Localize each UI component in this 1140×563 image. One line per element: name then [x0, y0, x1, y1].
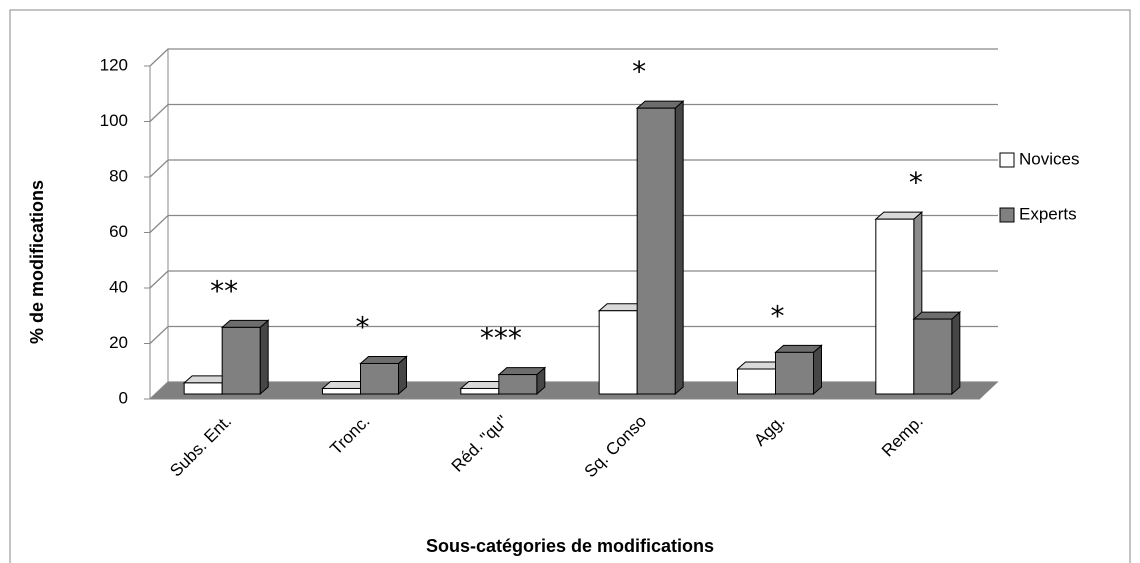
y-tick-label: 120: [100, 55, 128, 74]
bar: [220, 319, 270, 396]
annotation: *: [356, 310, 370, 343]
bar-face: [875, 218, 915, 395]
annotation: **: [210, 274, 238, 307]
y-tick-label: 40: [109, 277, 128, 296]
bar: [359, 355, 408, 396]
bar: [497, 366, 547, 396]
bar-face: [636, 107, 676, 395]
legend-swatch: [999, 152, 1015, 168]
bar-face: [874, 211, 924, 220]
floor: [150, 382, 998, 399]
y-tick-label: 60: [109, 222, 128, 241]
bar-face: [951, 310, 961, 396]
y-tick-label: 20: [109, 333, 128, 352]
bar-face: [774, 344, 823, 353]
bar-face: [359, 355, 408, 364]
chart-border: [9, 9, 1131, 563]
bar-face: [775, 351, 814, 395]
bar: [912, 310, 962, 396]
bar-face: [913, 318, 953, 395]
bar-face: [497, 367, 547, 376]
legend-label: Novices: [1019, 149, 1079, 168]
y-tick-label: 0: [119, 388, 128, 407]
y-tick-label: 80: [109, 166, 128, 185]
bar-face: [322, 387, 361, 395]
bar-face: [183, 382, 223, 395]
bar-face: [674, 100, 684, 396]
annotation: ***: [480, 322, 522, 355]
bar-face: [912, 311, 962, 320]
annotation: *: [771, 299, 785, 332]
bar-face: [221, 326, 261, 395]
legend-label: Experts: [1019, 204, 1077, 223]
x-axis-title: Sous-catégories de modifications: [426, 536, 714, 556]
bar-face: [259, 319, 269, 396]
bar-face: [737, 368, 776, 395]
annotation: *: [909, 166, 923, 199]
bar-face: [220, 319, 270, 328]
legend-swatch: [999, 207, 1015, 223]
annotation: *: [632, 55, 646, 88]
y-axis-title: % de modifications: [27, 180, 47, 344]
y-tick-label: 100: [100, 111, 128, 130]
bar: [635, 100, 685, 396]
bar-face: [460, 387, 500, 395]
bar-face: [498, 374, 538, 395]
bar-face: [635, 100, 685, 109]
bar-face: [360, 362, 399, 395]
bar: [774, 344, 823, 396]
bar-face: [813, 344, 822, 396]
bar-face: [598, 310, 638, 395]
